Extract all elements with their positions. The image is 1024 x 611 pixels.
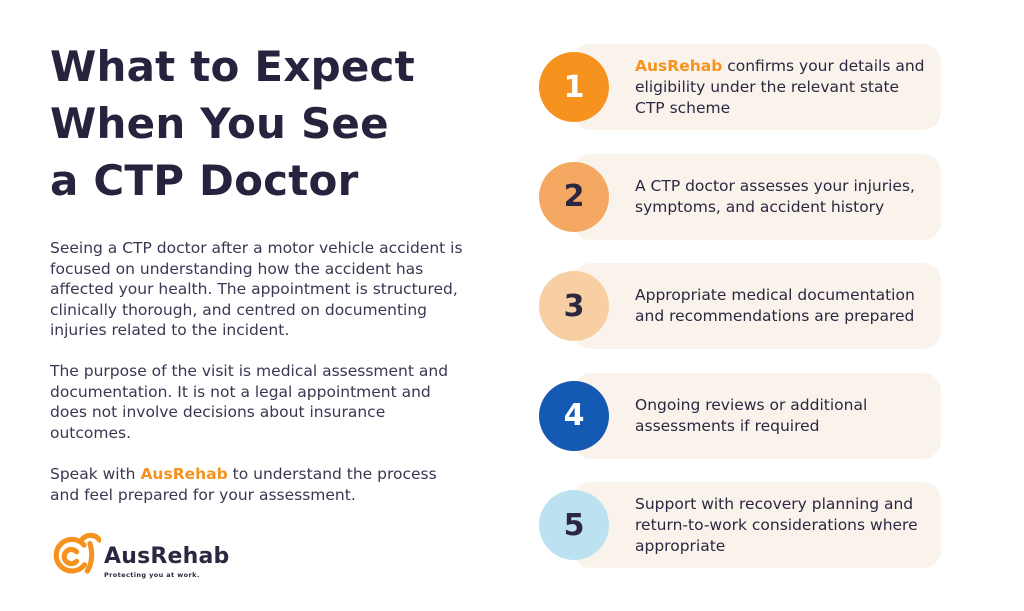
ausrehab-logo-tagline: Protecting you at work. xyxy=(104,571,200,579)
step-description-3: Appropriate medical documentation and re… xyxy=(635,263,933,349)
page-title: What to Expect When You See a CTP Doctor xyxy=(50,38,510,209)
step-card-5 xyxy=(573,482,941,568)
step-number-4: 4 xyxy=(563,398,585,433)
cta-paragraph: Speak with AusRehab to understand the pr… xyxy=(50,464,470,505)
ausrehab-brand-text: AusRehab xyxy=(140,465,228,483)
cta-prefix: Speak with xyxy=(50,465,141,483)
step-1-brand: AusRehab xyxy=(635,56,723,75)
step-number-badge-1: 1 xyxy=(539,52,609,122)
step-card-3 xyxy=(573,263,941,349)
step-number-5: 5 xyxy=(563,507,585,543)
step-5-text: Support with recovery planning and retur… xyxy=(635,494,918,555)
step-item-1: 1 AusRehab confirms your details and eli… xyxy=(539,44,941,130)
step-number-3: 3 xyxy=(563,288,585,324)
step-number-badge-2: 2 xyxy=(539,161,609,232)
ausrehab-logo-textblock: AusRehab Protecting you at work. xyxy=(104,544,230,580)
step-number-badge-4: 4 xyxy=(539,380,609,451)
step-description-2: A CTP doctor assesses your injuries, sym… xyxy=(635,154,933,240)
step-card-4 xyxy=(573,372,941,459)
step-number-1: 1 xyxy=(563,69,585,105)
step-description-1: AusRehab confirms your details and eligi… xyxy=(635,44,933,130)
step-card-2 xyxy=(573,153,941,240)
step-item-2: 2 A CTP doctor assesses your injuries, s… xyxy=(539,153,941,240)
step-item-3: 3 Appropriate medical documentation and … xyxy=(539,263,941,349)
steps-list: 1 AusRehab confirms your details and eli… xyxy=(539,44,941,568)
step-item-5: 5 Support with recovery planning and ret… xyxy=(539,482,941,568)
step-item-4: 4 Ongoing reviews or additional assessme… xyxy=(539,372,941,459)
step-2-text: A CTP doctor assesses your injuries, sym… xyxy=(635,176,915,216)
ausrehab-logo-mark-icon xyxy=(53,532,101,574)
step-card-1 xyxy=(573,44,941,130)
step-4-text: Ongoing reviews or additional assessment… xyxy=(635,395,868,435)
ausrehab-logo-name: AusRehab xyxy=(104,544,230,569)
step-description-4: Ongoing reviews or additional assessment… xyxy=(635,373,933,459)
cta-suffix: to understand the process and feel prepa… xyxy=(50,465,437,504)
intro-paragraph: Seeing a CTP doctor after a motor vehicl… xyxy=(50,239,463,340)
step-number-2: 2 xyxy=(563,179,585,214)
page-title-line-2: When You See xyxy=(50,99,389,148)
step-number-badge-3: 3 xyxy=(539,271,609,341)
step-1-text: confirms your details and eligibility un… xyxy=(635,56,925,117)
page-title-line-3: a CTP Doctor xyxy=(50,156,359,205)
step-3-text: Appropriate medical documentation and re… xyxy=(635,286,915,325)
step-number-badge-5: 5 xyxy=(539,490,609,560)
purpose-paragraph: The purpose of the visit is medical asse… xyxy=(50,362,449,442)
ausrehab-logo: AusRehab Protecting you at work. xyxy=(49,525,230,581)
step-description-5: Support with recovery planning and retur… xyxy=(635,482,933,568)
page-title-line-1: What to Expect xyxy=(50,42,415,91)
